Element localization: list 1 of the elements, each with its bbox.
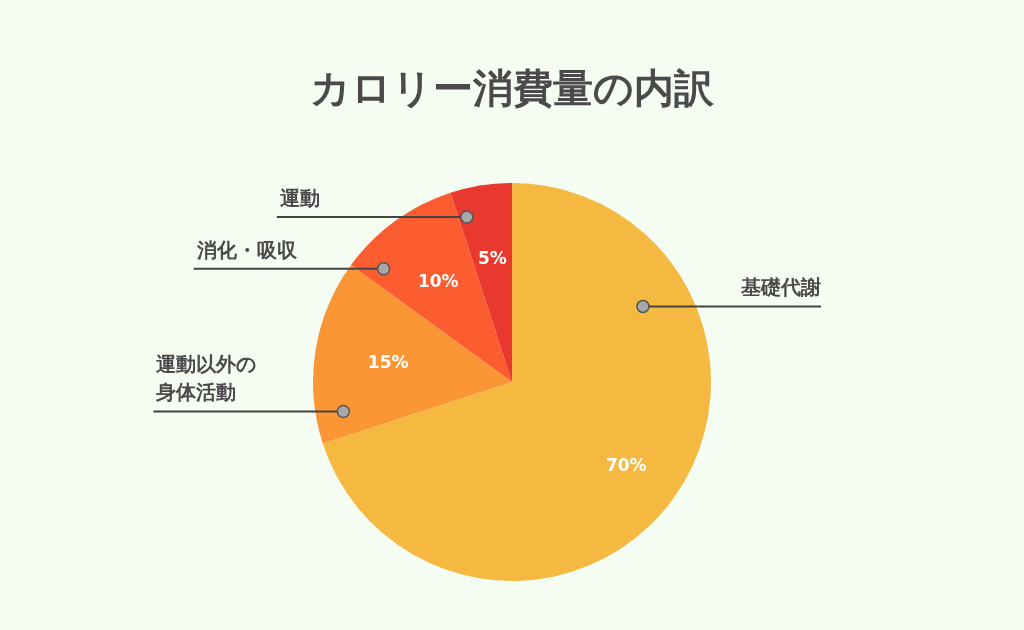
title: カロリー消費量の内訳 [310, 65, 714, 111]
